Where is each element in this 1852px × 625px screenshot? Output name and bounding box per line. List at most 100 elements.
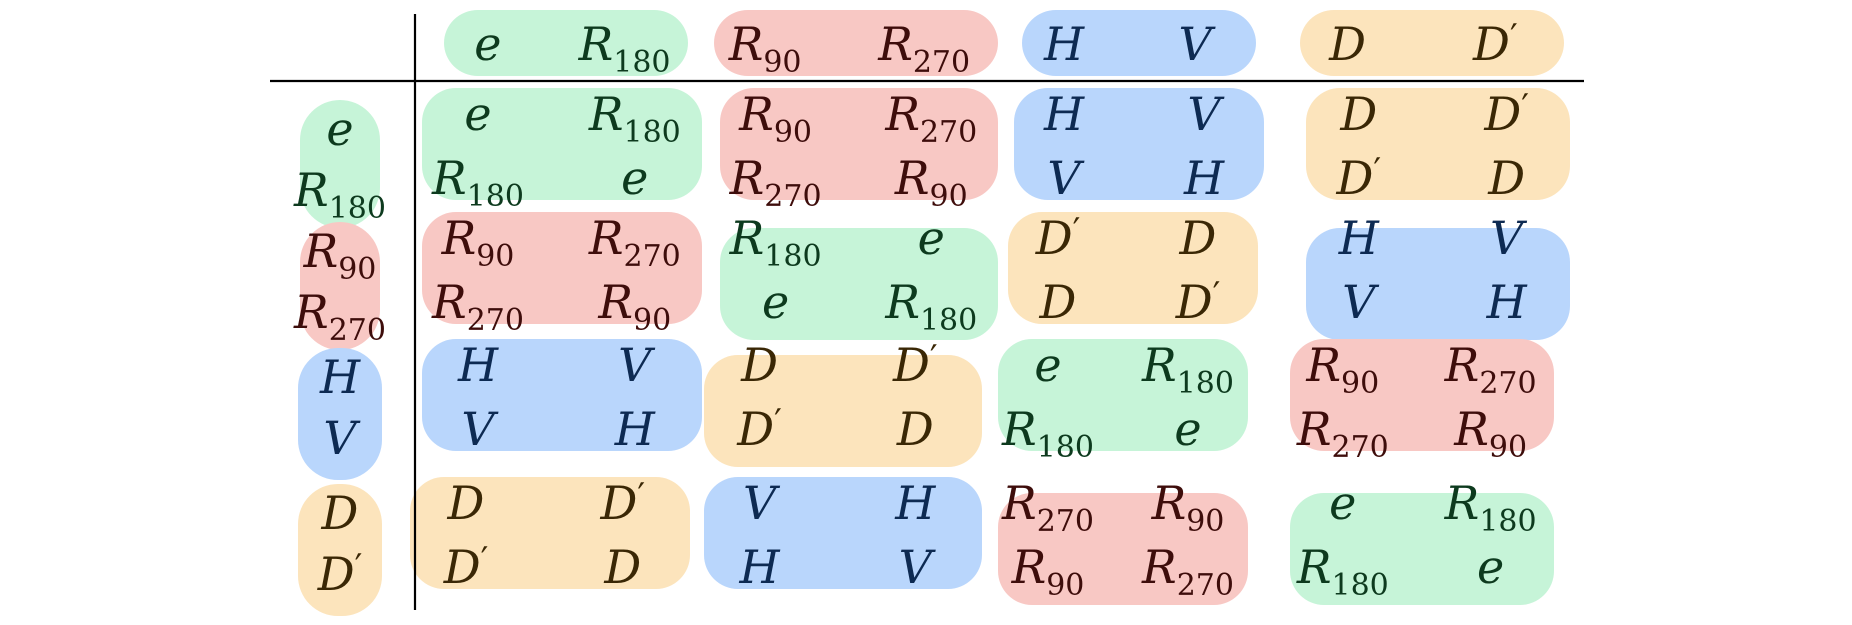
cell-label: H (614, 402, 656, 456)
cell-label: e (1329, 476, 1356, 530)
column-header-label: R90 (728, 17, 802, 80)
row-header-label: D (321, 486, 359, 540)
row-header-label: R180 (293, 163, 386, 226)
row-header-label: e (326, 102, 353, 156)
column-header-label: R180 (578, 17, 671, 80)
cell-label: H (1338, 211, 1380, 265)
cell-label: H (1043, 87, 1085, 141)
cell-label: R270 (1296, 402, 1389, 465)
cell-label: R90 (738, 87, 812, 150)
column-header-pill-green (444, 10, 688, 76)
cell-label: D′ (892, 338, 938, 392)
cell-label: D′ (599, 476, 645, 530)
cell-label: V (1342, 275, 1380, 329)
column-header-label: D′ (1472, 17, 1518, 71)
cell-pill-r3-c1 (422, 339, 702, 451)
cell-label: e (1174, 402, 1201, 456)
cell-label: V (1490, 211, 1528, 265)
cell-label: R270 (884, 87, 977, 150)
cell-pill-r1-c1 (422, 88, 702, 200)
cell-label: D′ (1483, 87, 1529, 141)
cell-label: R270 (1141, 540, 1234, 603)
cell-pill-r4-c1 (410, 477, 690, 589)
column-header-label: D (1328, 17, 1366, 71)
cell-pill-r2-c4 (1306, 228, 1570, 340)
cell-label: D (1339, 87, 1377, 141)
row-header-pill-red (300, 222, 380, 350)
cell-label: e (1034, 338, 1061, 392)
cell-label: R90 (1011, 540, 1085, 603)
cell-label: e (464, 87, 491, 141)
cell-pill-r3-c3 (998, 339, 1248, 451)
cell-label: R90 (597, 275, 671, 338)
cell-label: D (1487, 151, 1525, 205)
cell-pill-r2-c3 (1008, 212, 1258, 324)
cell-label: D (1039, 275, 1077, 329)
cell-pill-r4-c3 (998, 493, 1248, 605)
cell-pill-r3-c4 (1290, 339, 1554, 451)
cell-pill-r1-c3 (1014, 88, 1264, 200)
cell-label: R90 (894, 151, 968, 214)
cell-label: D′ (1335, 151, 1381, 205)
cell-label: D′ (1035, 211, 1081, 265)
cell-pill-r2-c1 (422, 212, 702, 324)
cell-label: R270 (729, 151, 822, 214)
cell-label: R180 (431, 151, 524, 214)
cell-label: D (447, 476, 485, 530)
row-header-label: V (323, 411, 361, 465)
cell-label: D (603, 540, 641, 594)
cell-label: D (896, 402, 934, 456)
cell-label: R180 (1001, 402, 1094, 465)
cell-label: R270 (431, 275, 524, 338)
cell-label: e (918, 211, 945, 265)
cell-label: D (1179, 211, 1217, 265)
row-header-pill-green (300, 100, 380, 228)
cell-label: R90 (441, 211, 515, 274)
cell-pill-r4-c4 (1290, 493, 1554, 605)
cell-label: H (1183, 151, 1225, 205)
cell-pill-r1-c4 (1306, 88, 1570, 200)
cell-label: V (1047, 151, 1085, 205)
column-header-label: V (1179, 17, 1217, 71)
group-pills-layer (298, 10, 1570, 616)
cell-label: H (1486, 275, 1528, 329)
cell-label: D′ (1175, 275, 1221, 329)
cell-label: V (1187, 87, 1225, 141)
cell-label: H (457, 338, 499, 392)
column-header-pill-orange (1300, 10, 1564, 76)
column-header-pill-red (714, 10, 998, 76)
cell-pill-r2-c2 (720, 228, 998, 340)
cell-label: R180 (1141, 338, 1234, 401)
table-lines-layer (270, 14, 1584, 610)
cell-label: e (762, 275, 789, 329)
column-header-label: e (474, 17, 501, 71)
column-header-label: R270 (877, 17, 970, 80)
cell-label: e (1477, 540, 1504, 594)
cell-label: R180 (588, 87, 681, 150)
cell-label: R270 (1444, 338, 1537, 401)
cell-label: D′ (736, 402, 782, 456)
row-header-label: D′ (317, 547, 363, 601)
cell-label: V (899, 540, 937, 594)
cell-label: R180 (729, 211, 822, 274)
row-header-label: R90 (303, 224, 377, 287)
row-header-pill-blue (298, 348, 382, 480)
cell-pill-r1-c2 (720, 88, 998, 200)
cell-label: V (461, 402, 499, 456)
row-header-pill-orange (298, 484, 382, 616)
cell-label: R180 (884, 275, 977, 338)
column-header-label: H (1043, 17, 1085, 71)
row-header-label: H (319, 350, 361, 404)
column-header-pill-blue (1022, 10, 1256, 76)
cell-label: R90 (1151, 476, 1225, 539)
cell-label: R90 (1305, 338, 1379, 401)
cell-label: H (739, 540, 781, 594)
cell-label: R270 (1001, 476, 1094, 539)
cell-label: D′ (443, 540, 489, 594)
cell-pill-r3-c2 (704, 355, 982, 467)
cell-label: D (740, 338, 778, 392)
cell-label: R180 (1444, 476, 1537, 539)
